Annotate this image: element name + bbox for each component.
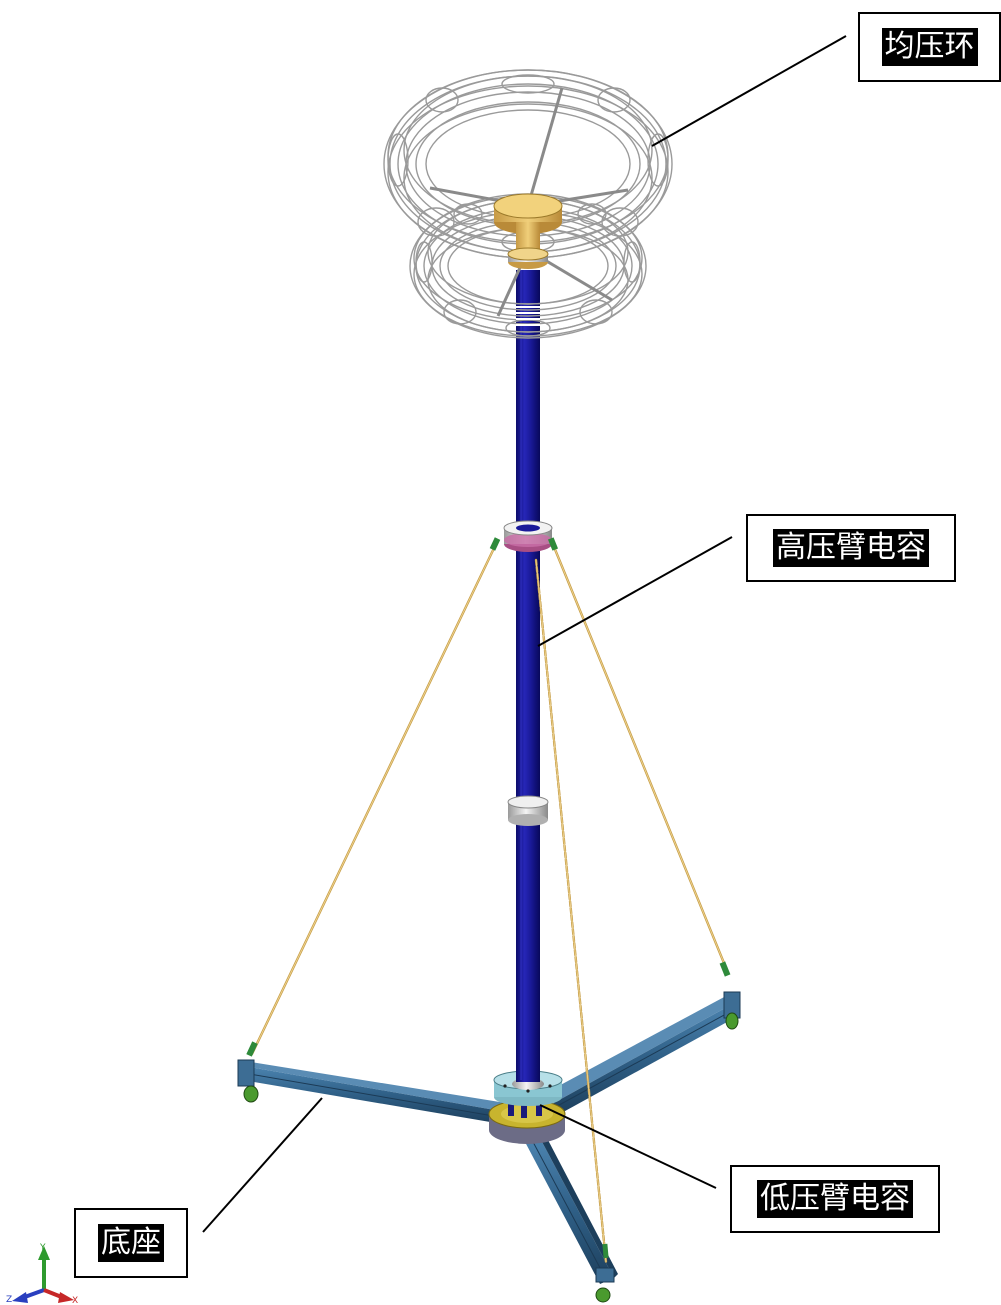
top-electrode-hub	[493, 193, 563, 326]
z-axis-letter: Z	[6, 1295, 12, 1305]
callout-base: 底座	[74, 1208, 188, 1278]
callout-low-voltage-arm-capacitor: 低压臂电容	[730, 1165, 940, 1233]
column-middle	[516, 544, 540, 802]
axis-triad: Y Z X	[6, 1243, 78, 1305]
upper-flange	[503, 520, 553, 552]
leader-grading-ring	[651, 35, 847, 147]
callout-high-voltage-arm-capacitor: 高压臂电容	[746, 514, 956, 582]
label-base: 底座	[98, 1224, 164, 1262]
label-grading-ring: 均压环	[881, 28, 978, 66]
column-lower	[516, 820, 540, 1082]
leader-high-voltage	[537, 536, 733, 647]
x-axis-letter: X	[72, 1296, 78, 1305]
leader-low-voltage	[539, 1104, 717, 1189]
callout-grading-ring: 均压环	[858, 12, 1001, 82]
leader-base	[202, 1097, 323, 1233]
wheel-front	[595, 1287, 611, 1303]
wheel-right	[725, 1012, 739, 1030]
base-hub	[488, 1070, 566, 1144]
label-low-voltage-arm-capacitor: 低压臂电容	[757, 1180, 913, 1218]
leader-lines	[202, 35, 847, 1233]
y-axis-letter: Y	[39, 1243, 46, 1253]
guy-wires	[246, 537, 731, 1264]
main-column	[516, 270, 540, 1082]
middle-flange	[507, 795, 549, 826]
caster-wheels	[243, 1012, 739, 1303]
grading-ring-upper	[383, 69, 673, 259]
label-high-voltage-arm-capacitor: 高压臂电容	[773, 529, 929, 567]
base-tripod	[237, 991, 741, 1284]
wheel-left	[243, 1085, 259, 1103]
